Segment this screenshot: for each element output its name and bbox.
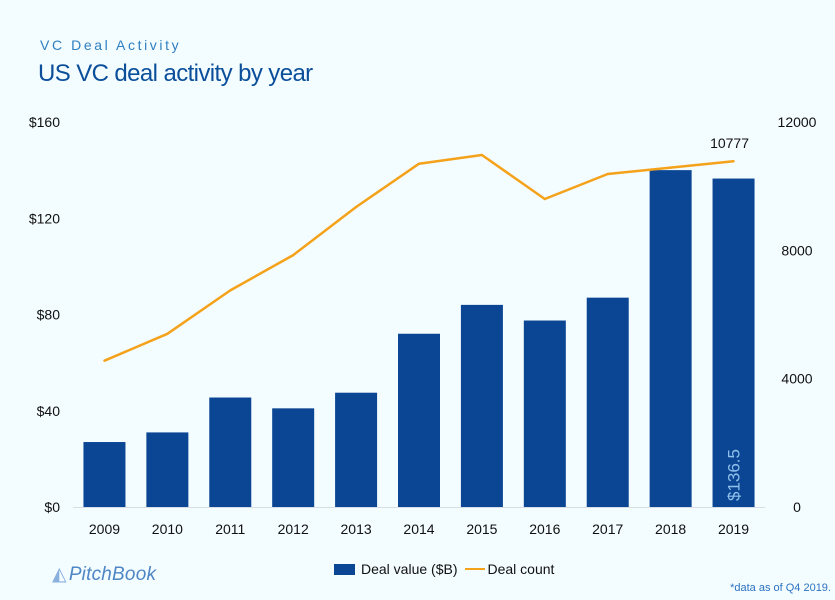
line-point: [417, 162, 421, 165]
x-tick-label: 2013: [341, 521, 372, 537]
x-tick-label: 2009: [89, 521, 120, 537]
y-left-tick-label: $80: [37, 307, 61, 323]
pitchbook-mark-icon: ◭: [52, 564, 67, 585]
data-labels: 10777 $136.5: [710, 135, 749, 501]
y-right-tick-label: 8000: [781, 242, 812, 258]
x-tick-label: 2015: [466, 521, 497, 537]
bar-series: [83, 170, 755, 507]
line-point: [103, 359, 106, 362]
line-point: [480, 153, 484, 157]
bar: [83, 442, 126, 507]
line-point: [732, 160, 735, 163]
y-left-tick-label: $160: [29, 114, 60, 130]
line-series: [103, 153, 735, 362]
y-right-tick-label: 4000: [781, 371, 812, 387]
line-point: [606, 172, 609, 176]
line-point: [166, 332, 169, 335]
x-tick-label: 2017: [592, 521, 623, 537]
chart-title: US VC deal activity by year: [38, 60, 313, 87]
legend-line-swatch: [464, 568, 485, 570]
legend-bar-label: Deal value ($B): [361, 561, 458, 577]
x-tick-label: 2014: [403, 521, 434, 537]
x-tick-label: 2016: [529, 521, 560, 537]
bar: [272, 408, 315, 507]
bar: [523, 320, 566, 507]
line-point: [291, 253, 295, 257]
x-tick-label: 2010: [152, 521, 183, 537]
pitchbook-logo: ◭ PitchBook: [52, 563, 156, 586]
x-tick-label: 2012: [278, 521, 309, 537]
y-right-tick-label: 0: [793, 499, 801, 515]
x-tick-label: 2011: [215, 521, 245, 537]
chart-kicker: VC Deal Activity: [40, 37, 182, 53]
bar-data-label: $136.5: [725, 449, 744, 501]
bar: [460, 304, 503, 507]
x-tick-label: 2018: [655, 521, 686, 537]
legend-bar-swatch: [334, 563, 355, 575]
bar: [398, 333, 440, 507]
bar: [649, 170, 692, 507]
right-axis: 0 4000 8000 12000: [778, 114, 817, 515]
x-axis: 2009 2010 2011 2012 2013 2014 2015 2016 2017 2018…: [89, 521, 749, 537]
footnote: *data as of Q4 2019.: [730, 582, 831, 594]
bar: [335, 392, 378, 507]
legend: Deal value ($B) Deal count: [334, 561, 554, 577]
y-left-tick-label: $40: [37, 403, 61, 419]
line-point: [543, 197, 547, 201]
line-point: [354, 205, 358, 209]
left-axis: $0 $40 $80 $120 $160: [29, 114, 60, 515]
line-point: [229, 289, 232, 292]
bar: [712, 178, 755, 507]
line-data-label: 10777: [710, 135, 749, 151]
y-left-tick-label: $0: [44, 499, 60, 515]
legend-line-label: Deal count: [487, 561, 555, 577]
line-point: [669, 166, 672, 169]
bar: [146, 432, 189, 507]
bar: [209, 397, 252, 507]
x-tick-label: 2019: [718, 521, 749, 537]
bar: [586, 297, 629, 507]
logo-text: PitchBook: [68, 564, 157, 585]
y-left-tick-label: $120: [29, 210, 60, 226]
y-right-tick-label: 12000: [778, 114, 817, 130]
deal-count-line: [104, 153, 734, 362]
